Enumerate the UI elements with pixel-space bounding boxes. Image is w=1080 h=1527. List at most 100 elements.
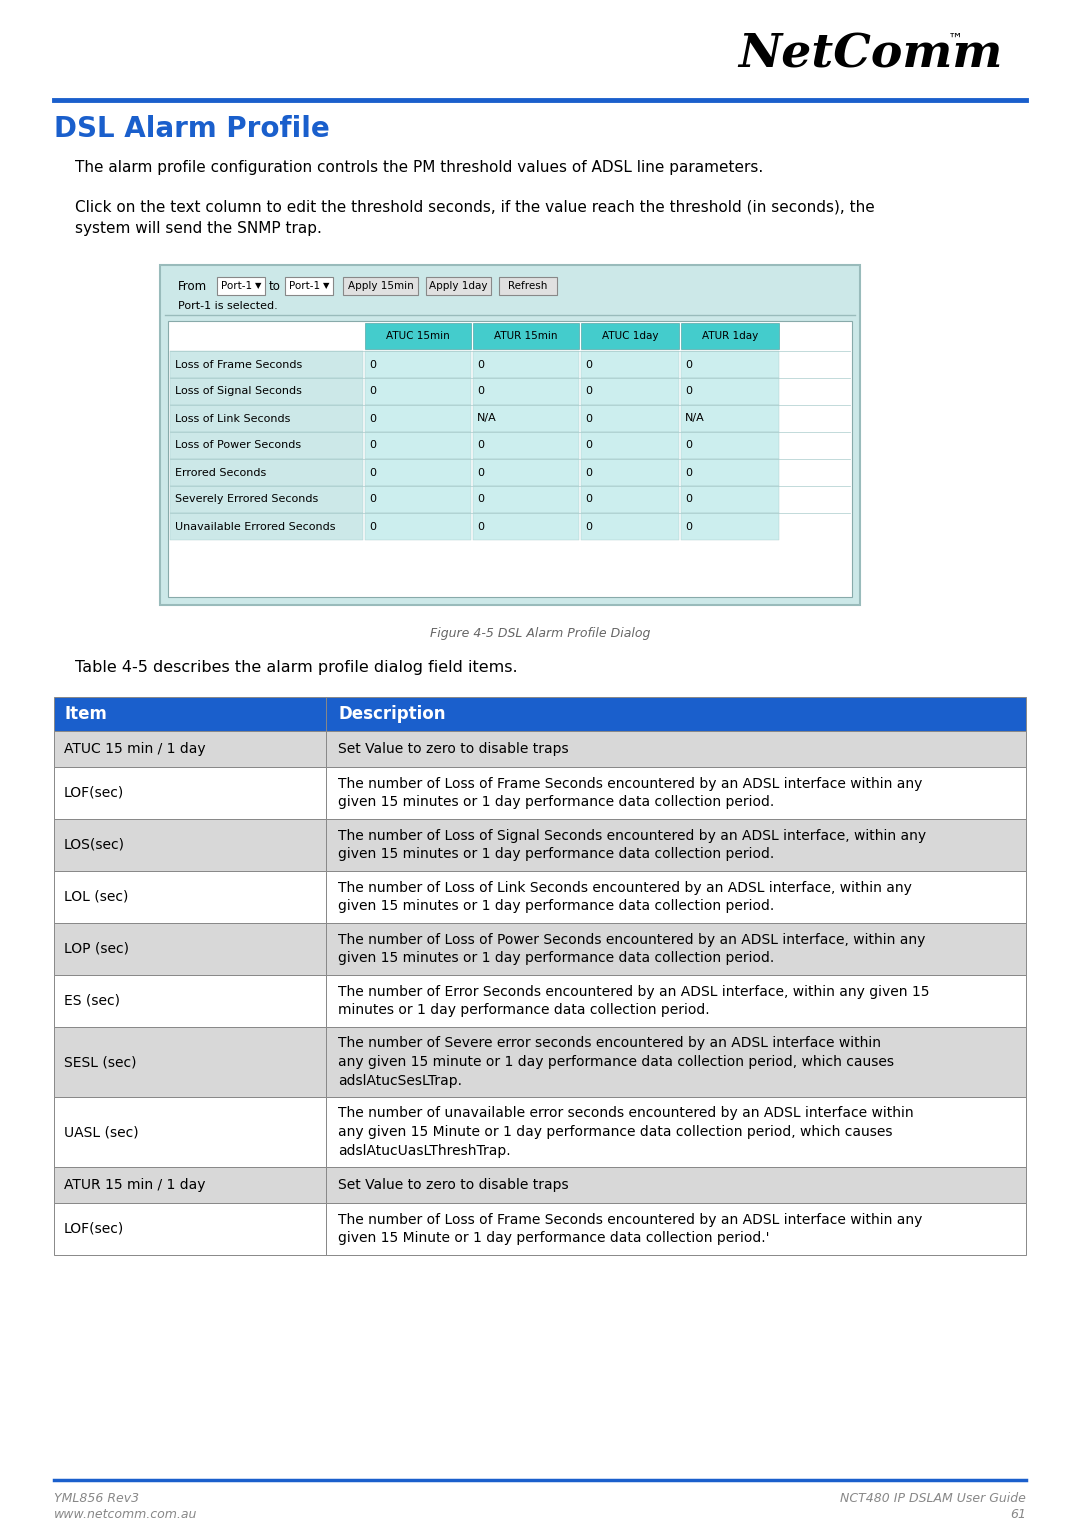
Bar [170,460,363,486]
Text: ATUC 15min: ATUC 15min [387,331,450,341]
Text: 0: 0 [685,495,692,504]
Text: 0: 0 [477,440,484,450]
Bar [326,922,1026,976]
Bar [170,513,363,541]
Text: UASL (sec): UASL (sec) [64,1125,138,1139]
Bar [326,731,1026,767]
Bar [365,351,471,379]
Text: 0: 0 [369,386,376,397]
Text: to: to [269,281,281,293]
Bar [54,696,326,731]
Bar [581,486,679,513]
Text: 0: 0 [685,386,692,397]
Text: Refresh: Refresh [509,281,548,292]
Text: N/A: N/A [477,414,497,423]
Bar [581,379,679,405]
Text: Loss of Power Seconds: Loss of Power Seconds [175,440,301,450]
Text: ATUR 15 min / 1 day: ATUR 15 min / 1 day [64,1177,205,1193]
Bar [473,379,579,405]
Bar [681,405,779,432]
Bar [170,486,363,513]
Bar [473,486,579,513]
Text: 0: 0 [477,522,484,531]
Text: Apply 15min: Apply 15min [348,281,414,292]
Text: ES (sec): ES (sec) [64,994,120,1008]
Text: The number of Loss of Signal Seconds encountered by an ADSL interface, within an: The number of Loss of Signal Seconds enc… [338,829,927,861]
Text: LOP (sec): LOP (sec) [64,942,129,956]
Bar [54,1028,326,1096]
Bar [326,976,1026,1028]
Text: 0: 0 [585,467,592,478]
Text: Port-1 is selected.: Port-1 is selected. [178,301,278,312]
Text: 0: 0 [477,467,484,478]
Bar [160,266,860,605]
Bar [681,324,779,350]
Bar [54,922,326,976]
Text: LOS(sec): LOS(sec) [64,838,125,852]
Text: NCT480 IP DSLAM User Guide: NCT480 IP DSLAM User Guide [840,1492,1026,1506]
Text: YML856 Rev3: YML856 Rev3 [54,1492,139,1506]
Text: Table 4-5 describes the alarm profile dialog field items.: Table 4-5 describes the alarm profile di… [75,660,517,675]
Text: Port-1: Port-1 [221,281,252,292]
Bar [168,321,852,597]
Bar [681,432,779,460]
Bar [473,432,579,460]
Bar [54,767,326,818]
Bar [326,1203,1026,1255]
Text: Errored Seconds: Errored Seconds [175,467,267,478]
Text: ATUC 15 min / 1 day: ATUC 15 min / 1 day [64,742,205,756]
Text: The alarm profile configuration controls the PM threshold values of ADSL line pa: The alarm profile configuration controls… [75,160,764,176]
Bar [326,1167,1026,1203]
Text: The number of Severe error seconds encountered by an ADSL interface within
any g: The number of Severe error seconds encou… [338,1035,894,1087]
Bar [365,405,471,432]
Text: ▼: ▼ [255,281,261,290]
Bar [581,405,679,432]
Text: 0: 0 [369,414,376,423]
Text: Description: Description [338,705,446,722]
Text: Item: Item [64,705,107,722]
Bar [54,731,326,767]
Text: SESL (sec): SESL (sec) [64,1055,136,1069]
Bar [326,1028,1026,1096]
Text: Unavailable Errored Seconds: Unavailable Errored Seconds [175,522,336,531]
Text: Loss of Link Seconds: Loss of Link Seconds [175,414,291,423]
Bar [581,432,679,460]
Bar [473,513,579,541]
Text: 0: 0 [477,386,484,397]
Bar [326,1096,1026,1167]
Bar [681,486,779,513]
Bar [170,405,363,432]
Text: ATUC 1day: ATUC 1day [602,331,658,341]
Text: www.netcomm.com.au: www.netcomm.com.au [54,1509,198,1521]
Text: The number of Loss of Frame Seconds encountered by an ADSL interface within any
: The number of Loss of Frame Seconds enco… [338,1212,922,1246]
Text: 0: 0 [685,522,692,531]
Bar [681,460,779,486]
Text: 0: 0 [585,495,592,504]
Bar [170,379,363,405]
Text: 0: 0 [585,414,592,423]
Text: The number of Error Seconds encountered by an ADSL interface, within any given 1: The number of Error Seconds encountered … [338,985,930,1017]
Bar [499,276,557,295]
Text: Port-1: Port-1 [289,281,320,292]
Bar [473,460,579,486]
Text: 0: 0 [369,359,376,370]
Text: Figure 4-5 DSL Alarm Profile Dialog: Figure 4-5 DSL Alarm Profile Dialog [430,628,650,640]
Text: The number of Loss of Frame Seconds encountered by an ADSL interface within any
: The number of Loss of Frame Seconds enco… [338,777,922,809]
Bar [365,460,471,486]
Text: 0: 0 [585,359,592,370]
Bar [681,513,779,541]
Bar [217,276,265,295]
Bar [326,870,1026,922]
Bar [473,351,579,379]
Text: Set Value to zero to disable traps: Set Value to zero to disable traps [338,1177,569,1193]
Text: ▼: ▼ [323,281,329,290]
Text: 0: 0 [369,467,376,478]
Bar [170,432,363,460]
Bar [343,276,418,295]
Bar [326,696,1026,731]
Text: ™: ™ [948,32,963,47]
Bar [365,486,471,513]
Text: Loss of Frame Seconds: Loss of Frame Seconds [175,359,302,370]
Text: 0: 0 [369,440,376,450]
Text: 0: 0 [685,467,692,478]
